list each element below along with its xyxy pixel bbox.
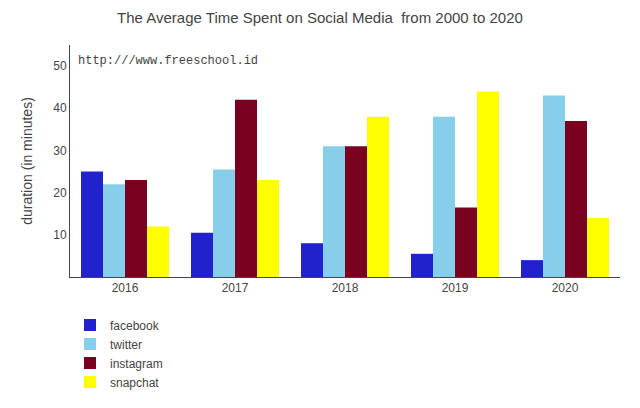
svg-text:2020: 2020: [552, 281, 579, 295]
svg-text:http:///www.freeschool.id: http:///www.freeschool.id: [78, 54, 258, 68]
svg-text:30: 30: [53, 144, 67, 158]
svg-text:10: 10: [53, 228, 67, 242]
svg-text:50: 50: [53, 59, 67, 73]
svg-text:40: 40: [53, 101, 67, 115]
svg-text:2019: 2019: [442, 281, 469, 295]
svg-text:twitter: twitter: [110, 338, 142, 352]
svg-text:2017: 2017: [222, 281, 249, 295]
svg-text:instagram: instagram: [110, 357, 163, 371]
svg-text:The Average Time Spent on Soci: The Average Time Spent on Social Media f…: [117, 9, 523, 26]
svg-text:20: 20: [53, 186, 67, 200]
svg-text:2016: 2016: [112, 281, 139, 295]
svg-text:snapchat: snapchat: [110, 376, 159, 390]
svg-text:2018: 2018: [332, 281, 359, 295]
svg-text:duration (in minutes): duration (in minutes): [19, 97, 35, 225]
svg-text:facebook: facebook: [110, 319, 160, 333]
